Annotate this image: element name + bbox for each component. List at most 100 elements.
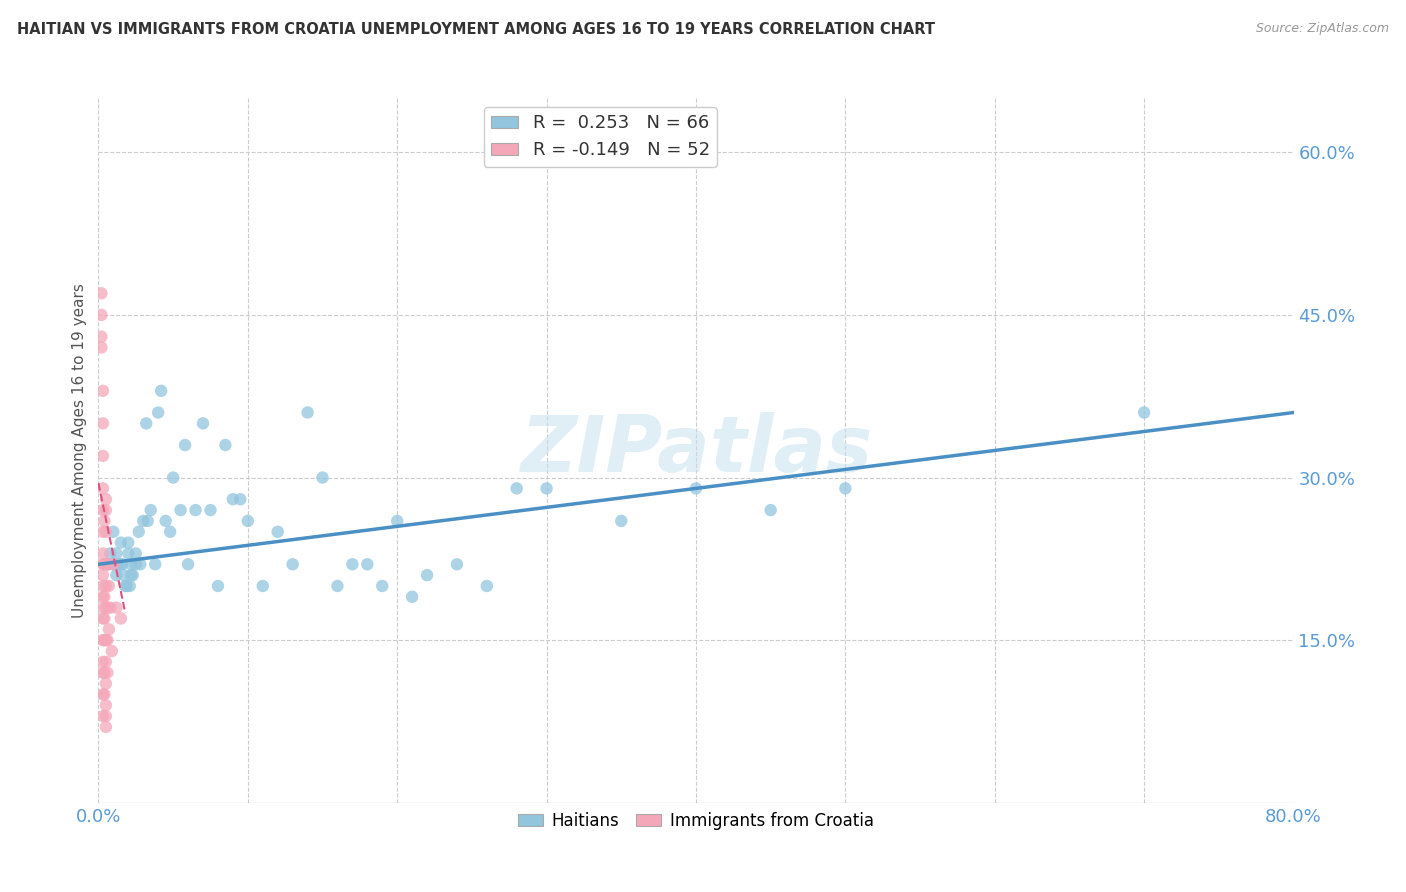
Point	[610, 514, 633, 528]
Point	[112, 568, 135, 582]
Point	[115, 579, 138, 593]
Point	[94, 579, 117, 593]
Point	[91, 665, 114, 680]
Point	[111, 558, 134, 572]
Point	[110, 558, 132, 572]
Point	[96, 633, 118, 648]
Point	[506, 482, 529, 496]
Point	[105, 600, 128, 615]
Point	[94, 676, 117, 690]
Point	[139, 503, 162, 517]
Point	[114, 579, 136, 593]
Point	[125, 546, 148, 560]
Point	[214, 438, 236, 452]
Point	[120, 558, 142, 572]
Point	[91, 611, 114, 625]
Point	[97, 558, 120, 572]
Y-axis label: Unemployment Among Ages 16 to 19 years: Unemployment Among Ages 16 to 19 years	[72, 283, 87, 618]
Text: HAITIAN VS IMMIGRANTS FROM CROATIA UNEMPLOYMENT AMONG AGES 16 TO 19 YEARS CORREL: HAITIAN VS IMMIGRANTS FROM CROATIA UNEMP…	[17, 22, 935, 37]
Point	[342, 558, 364, 572]
Point	[128, 524, 150, 539]
Point	[252, 579, 274, 593]
Point	[184, 503, 207, 517]
Point	[105, 568, 128, 582]
Point	[91, 579, 114, 593]
Point	[91, 568, 114, 582]
Point	[105, 546, 128, 560]
Point	[90, 341, 112, 355]
Point	[834, 482, 856, 496]
Point	[94, 655, 117, 669]
Point	[118, 579, 141, 593]
Point	[91, 546, 114, 560]
Point	[229, 492, 252, 507]
Point	[98, 546, 122, 560]
Point	[93, 665, 115, 680]
Point	[93, 687, 115, 701]
Point	[93, 558, 115, 572]
Point	[536, 482, 558, 496]
Point	[94, 709, 117, 723]
Point	[94, 698, 117, 713]
Point	[110, 535, 132, 549]
Point	[91, 600, 114, 615]
Point	[120, 568, 142, 582]
Point	[94, 524, 117, 539]
Point	[169, 503, 191, 517]
Point	[162, 470, 184, 484]
Point	[207, 579, 229, 593]
Point	[136, 514, 159, 528]
Point	[97, 579, 120, 593]
Point	[685, 482, 707, 496]
Point	[135, 417, 157, 431]
Point	[177, 558, 200, 572]
Text: ZIPatlas: ZIPatlas	[520, 412, 872, 489]
Point	[91, 384, 114, 398]
Point	[94, 492, 117, 507]
Point	[401, 590, 423, 604]
Point	[155, 514, 177, 528]
Text: Source: ZipAtlas.com: Source: ZipAtlas.com	[1256, 22, 1389, 36]
Point	[93, 633, 115, 648]
Point	[174, 438, 197, 452]
Point	[416, 568, 439, 582]
Point	[236, 514, 259, 528]
Point	[103, 558, 125, 572]
Point	[103, 524, 125, 539]
Point	[103, 558, 125, 572]
Point	[132, 514, 155, 528]
Point	[91, 687, 114, 701]
Point	[91, 524, 114, 539]
Point	[281, 558, 304, 572]
Point	[222, 492, 245, 507]
Point	[129, 558, 152, 572]
Point	[143, 558, 166, 572]
Point	[110, 611, 132, 625]
Point	[159, 524, 181, 539]
Point	[148, 405, 170, 419]
Point	[94, 633, 117, 648]
Point	[107, 558, 129, 572]
Point	[446, 558, 468, 572]
Point	[96, 600, 118, 615]
Point	[90, 286, 112, 301]
Point	[94, 558, 117, 572]
Point	[297, 405, 319, 419]
Point	[94, 503, 117, 517]
Legend: Haitians, Immigrants from Croatia: Haitians, Immigrants from Croatia	[512, 805, 880, 837]
Point	[371, 579, 394, 593]
Point	[356, 558, 378, 572]
Point	[90, 308, 112, 322]
Point	[93, 590, 115, 604]
Point	[94, 558, 117, 572]
Point	[121, 568, 143, 582]
Point	[91, 590, 114, 604]
Point	[91, 633, 114, 648]
Point	[91, 655, 114, 669]
Point	[93, 514, 115, 528]
Point	[150, 384, 173, 398]
Point	[125, 558, 148, 572]
Point	[1133, 405, 1156, 419]
Point	[759, 503, 782, 517]
Point	[326, 579, 349, 593]
